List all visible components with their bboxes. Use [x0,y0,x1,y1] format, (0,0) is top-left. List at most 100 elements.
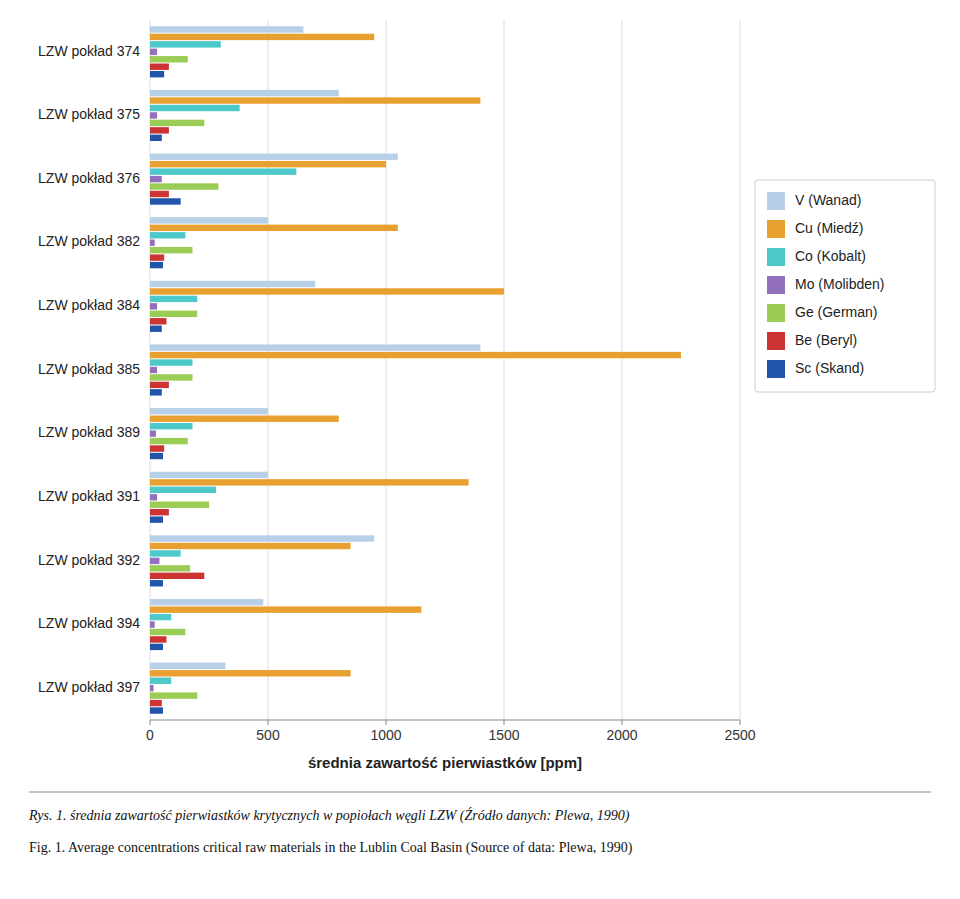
bar [150,663,226,669]
bar [150,288,504,294]
bar [150,191,169,197]
category-label: LZW pokład 385 [38,361,140,377]
bar [150,105,240,111]
bar [150,423,192,429]
bar [150,352,681,358]
legend-label: Ge (German) [795,304,877,320]
bar [150,232,185,238]
bar [150,367,157,373]
category-label: LZW pokład 375 [38,106,140,122]
bar [150,161,386,167]
caption: Rys. 1. średnia zawartość pierwiastków k… [28,807,630,824]
bar [150,344,480,350]
bar [150,453,163,459]
bar [150,41,221,47]
bar [150,382,169,388]
bar [150,692,197,698]
grid-line [504,20,505,720]
tick-mark [504,720,505,725]
tick-label: 0 [146,727,154,743]
bar [150,318,167,324]
category-label: LZW pokład 394 [38,615,140,631]
bar [150,573,204,579]
bar [150,56,188,62]
bar [150,580,163,586]
x-axis-line [150,720,740,721]
bar [150,326,162,332]
x-grid [150,20,740,725]
legend-label: V (Wanad) [795,192,861,208]
bar [150,599,263,605]
bar [150,281,315,287]
bar [150,707,163,713]
category-label: LZW pokład 384 [38,297,140,313]
bar [150,614,171,620]
legend-swatch [767,248,785,266]
legend-swatch [767,304,785,322]
bar [150,494,157,500]
legend-swatch [767,360,785,378]
tick-label: 1000 [370,727,401,743]
bar [150,509,169,515]
legend-label: Co (Kobalt) [795,248,866,264]
chart: 05001000150020002500LZW pokład 374LZW po… [0,0,960,899]
bar [150,685,154,691]
tick-label: 2000 [606,727,637,743]
bar [150,183,218,189]
tick-mark [622,720,623,725]
bar [150,90,339,96]
bar [150,127,169,133]
bar [150,408,268,414]
bar [150,535,374,541]
legend-frame [755,180,935,392]
legend-swatch [767,276,785,294]
legend: V (Wanad)Cu (Miedź)Co (Kobalt)Mo (Molibd… [755,180,935,392]
bar [150,176,162,182]
bar [150,389,162,395]
bar [150,64,169,70]
bar [150,670,351,676]
legend-label: Be (Beryl) [795,332,857,348]
grid-line [268,20,269,720]
legend-label: Mo (Molibden) [795,276,884,292]
category-label: LZW pokład 389 [38,424,140,440]
bar [150,71,164,77]
bar [150,154,398,160]
bar [150,217,268,223]
bar [150,34,374,40]
bar [150,112,157,118]
bar [150,359,192,365]
tick-label: 2500 [724,727,755,743]
bar [150,472,268,478]
tick-mark [740,720,741,725]
grid-line [740,20,741,720]
bar [150,120,204,126]
bar [150,621,155,627]
tick-label: 500 [256,727,280,743]
category-label: LZW pokład 382 [38,233,140,249]
bar [150,296,197,302]
category-label: LZW pokład 392 [38,552,140,568]
caption: Fig. 1. Average concentrations critical … [29,840,633,856]
legend-swatch [767,192,785,210]
bar [150,438,188,444]
bar [150,26,303,32]
category-label: LZW pokład 391 [38,488,140,504]
bar [150,240,155,246]
bar [150,225,398,231]
grid-line [622,20,623,720]
tick-label: 1500 [488,727,519,743]
bar [150,487,216,493]
legend-swatch [767,332,785,350]
bar [150,516,163,522]
bar [150,629,185,635]
bar [150,416,339,422]
bar [150,262,163,268]
tick-mark [268,720,269,725]
bar [150,135,162,141]
grid-line [386,20,387,720]
separator [29,792,931,793]
bar [150,558,159,564]
bar [150,198,181,204]
bar [150,479,469,485]
